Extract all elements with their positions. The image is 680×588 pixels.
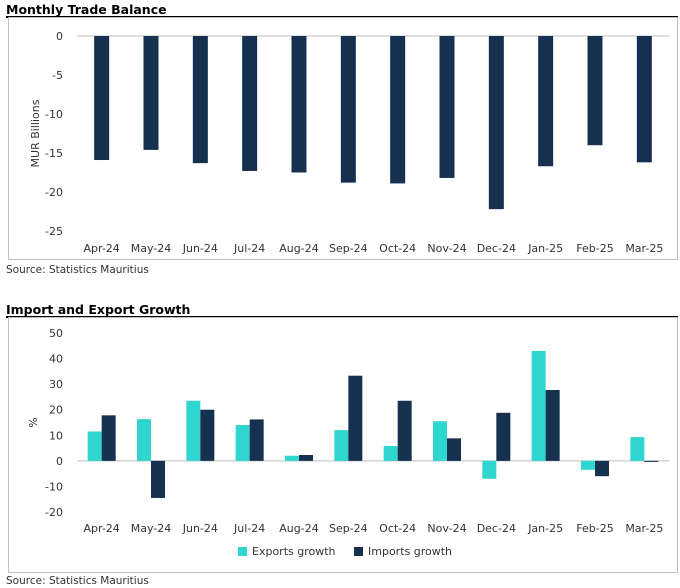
x-tick-label: Jul-24 bbox=[233, 522, 265, 535]
exports-growth-bar bbox=[383, 446, 398, 461]
legend-label-imports: Imports growth bbox=[368, 545, 452, 558]
imports-growth-bar bbox=[447, 438, 461, 461]
imports-growth-bar bbox=[200, 409, 215, 461]
chart2-panel: 50 40 30 20 10 0 -10 -20% Apr-24 May-24 Jun-24 Jul-… bbox=[8, 317, 678, 573]
chart2-title: Import and Export Growth bbox=[6, 302, 191, 317]
imports-growth-bar bbox=[496, 412, 511, 461]
chart1-source: Source: Statistics Mauritius bbox=[6, 264, 149, 276]
x-tick-label: May-24 bbox=[131, 242, 172, 255]
exports-growth-bar bbox=[87, 431, 102, 461]
y-tick-label: 0 bbox=[56, 30, 63, 43]
trade-balance-bar bbox=[439, 36, 455, 178]
imports-growth-bar bbox=[101, 415, 116, 461]
exports-growth-bar bbox=[581, 460, 595, 470]
x-tick-label: Apr-24 bbox=[84, 522, 120, 535]
x-tick-label: Jan-25 bbox=[527, 522, 563, 535]
trade-balance-bar bbox=[340, 36, 356, 183]
exports-growth-bar bbox=[235, 425, 250, 461]
y-tick-label: 0 bbox=[56, 455, 63, 468]
trade-balance-bar bbox=[94, 36, 110, 161]
trade-balance-bar bbox=[192, 36, 208, 164]
x-tick-label: Feb-25 bbox=[576, 522, 613, 535]
y-tick-label: 30 bbox=[49, 378, 63, 391]
trade-balance-bar bbox=[636, 36, 652, 163]
exports-growth-bar bbox=[285, 455, 299, 461]
chart2-source: Source: Statistics Mauritius bbox=[6, 575, 149, 587]
exports-growth-bar bbox=[433, 421, 447, 461]
imports-growth-bar bbox=[545, 390, 560, 461]
trade-balance-bar bbox=[390, 36, 406, 184]
imports-growth-bar bbox=[397, 400, 412, 461]
y-tick-label: -5 bbox=[52, 69, 63, 82]
imports-growth-bar bbox=[249, 419, 264, 461]
legend-label-exports: Exports growth bbox=[252, 545, 336, 558]
legend-swatch-exports bbox=[238, 547, 247, 556]
imports-growth-bar bbox=[348, 375, 363, 461]
x-tick-label: Nov-24 bbox=[427, 522, 466, 535]
imports-growth-bar bbox=[595, 460, 609, 477]
exports-growth-bar bbox=[531, 350, 546, 461]
x-tick-label: Dec-24 bbox=[477, 242, 516, 255]
y-tick-label: 50 bbox=[49, 327, 63, 340]
y-tick-label: -20 bbox=[45, 506, 63, 519]
x-tick-label: Sep-24 bbox=[329, 242, 368, 255]
x-tick-label: Jul-24 bbox=[233, 242, 265, 255]
y-axis-label: % bbox=[27, 417, 40, 427]
x-tick-label: Jan-25 bbox=[527, 242, 563, 255]
imports-growth-bar bbox=[151, 460, 165, 498]
y-tick-label: -10 bbox=[45, 480, 63, 493]
y-tick-label: -20 bbox=[45, 186, 63, 199]
x-tick-label: Sep-24 bbox=[329, 522, 368, 535]
x-tick-label: Nov-24 bbox=[427, 242, 466, 255]
exports-growth-bar bbox=[482, 460, 497, 479]
y-tick-label: -10 bbox=[45, 108, 63, 121]
trade-balance-bar bbox=[587, 36, 603, 146]
trade-balance-bar bbox=[291, 36, 307, 173]
x-tick-label: Dec-24 bbox=[477, 522, 516, 535]
x-tick-label: Feb-25 bbox=[576, 242, 613, 255]
exports-growth-bar bbox=[630, 437, 645, 461]
chart1-panel: 0 -5 -10 -15 -20 -25 MUR Billions Apr-24 May-24 J… bbox=[8, 17, 678, 260]
exports-growth-bar bbox=[186, 400, 201, 461]
x-tick-label: Jun-24 bbox=[182, 242, 218, 255]
x-tick-label: May-24 bbox=[131, 522, 172, 535]
x-tick-label: Oct-24 bbox=[379, 242, 416, 255]
trade-balance-bar bbox=[488, 36, 504, 210]
exports-growth-bar bbox=[137, 419, 151, 461]
chart1-title: Monthly Trade Balance bbox=[6, 2, 167, 17]
x-tick-label: Aug-24 bbox=[279, 242, 318, 255]
trade-balance-chart: 0 -5 -10 -15 -20 -25 MUR Billions Apr-24 May-24 J… bbox=[29, 30, 669, 255]
trade-balance-bar bbox=[143, 36, 159, 150]
x-tick-label: Mar-25 bbox=[625, 522, 663, 535]
trade-balance-bar bbox=[538, 36, 554, 167]
x-tick-label: Oct-24 bbox=[379, 522, 416, 535]
legend-swatch-imports bbox=[354, 547, 363, 556]
imports-growth-bar bbox=[644, 460, 659, 462]
y-tick-label: 10 bbox=[49, 429, 63, 442]
y-axis-label: MUR Billions bbox=[29, 99, 42, 167]
imports-growth-bar bbox=[299, 454, 313, 461]
x-tick-label: Jun-24 bbox=[182, 522, 218, 535]
y-tick-label: -15 bbox=[45, 147, 63, 160]
x-tick-label: Apr-24 bbox=[84, 242, 120, 255]
y-tick-label: 20 bbox=[49, 404, 63, 417]
y-tick-label: -25 bbox=[45, 225, 63, 238]
exports-growth-bar bbox=[334, 430, 349, 461]
trade-balance-bar bbox=[242, 36, 258, 171]
x-tick-label: Mar-25 bbox=[625, 242, 663, 255]
import-export-growth-chart: 50 40 30 20 10 0 -10 -20% Apr-24 May-24 Jun-24 Jul-… bbox=[27, 327, 669, 558]
y-tick-label: 40 bbox=[49, 353, 63, 366]
x-tick-label: Aug-24 bbox=[279, 522, 318, 535]
